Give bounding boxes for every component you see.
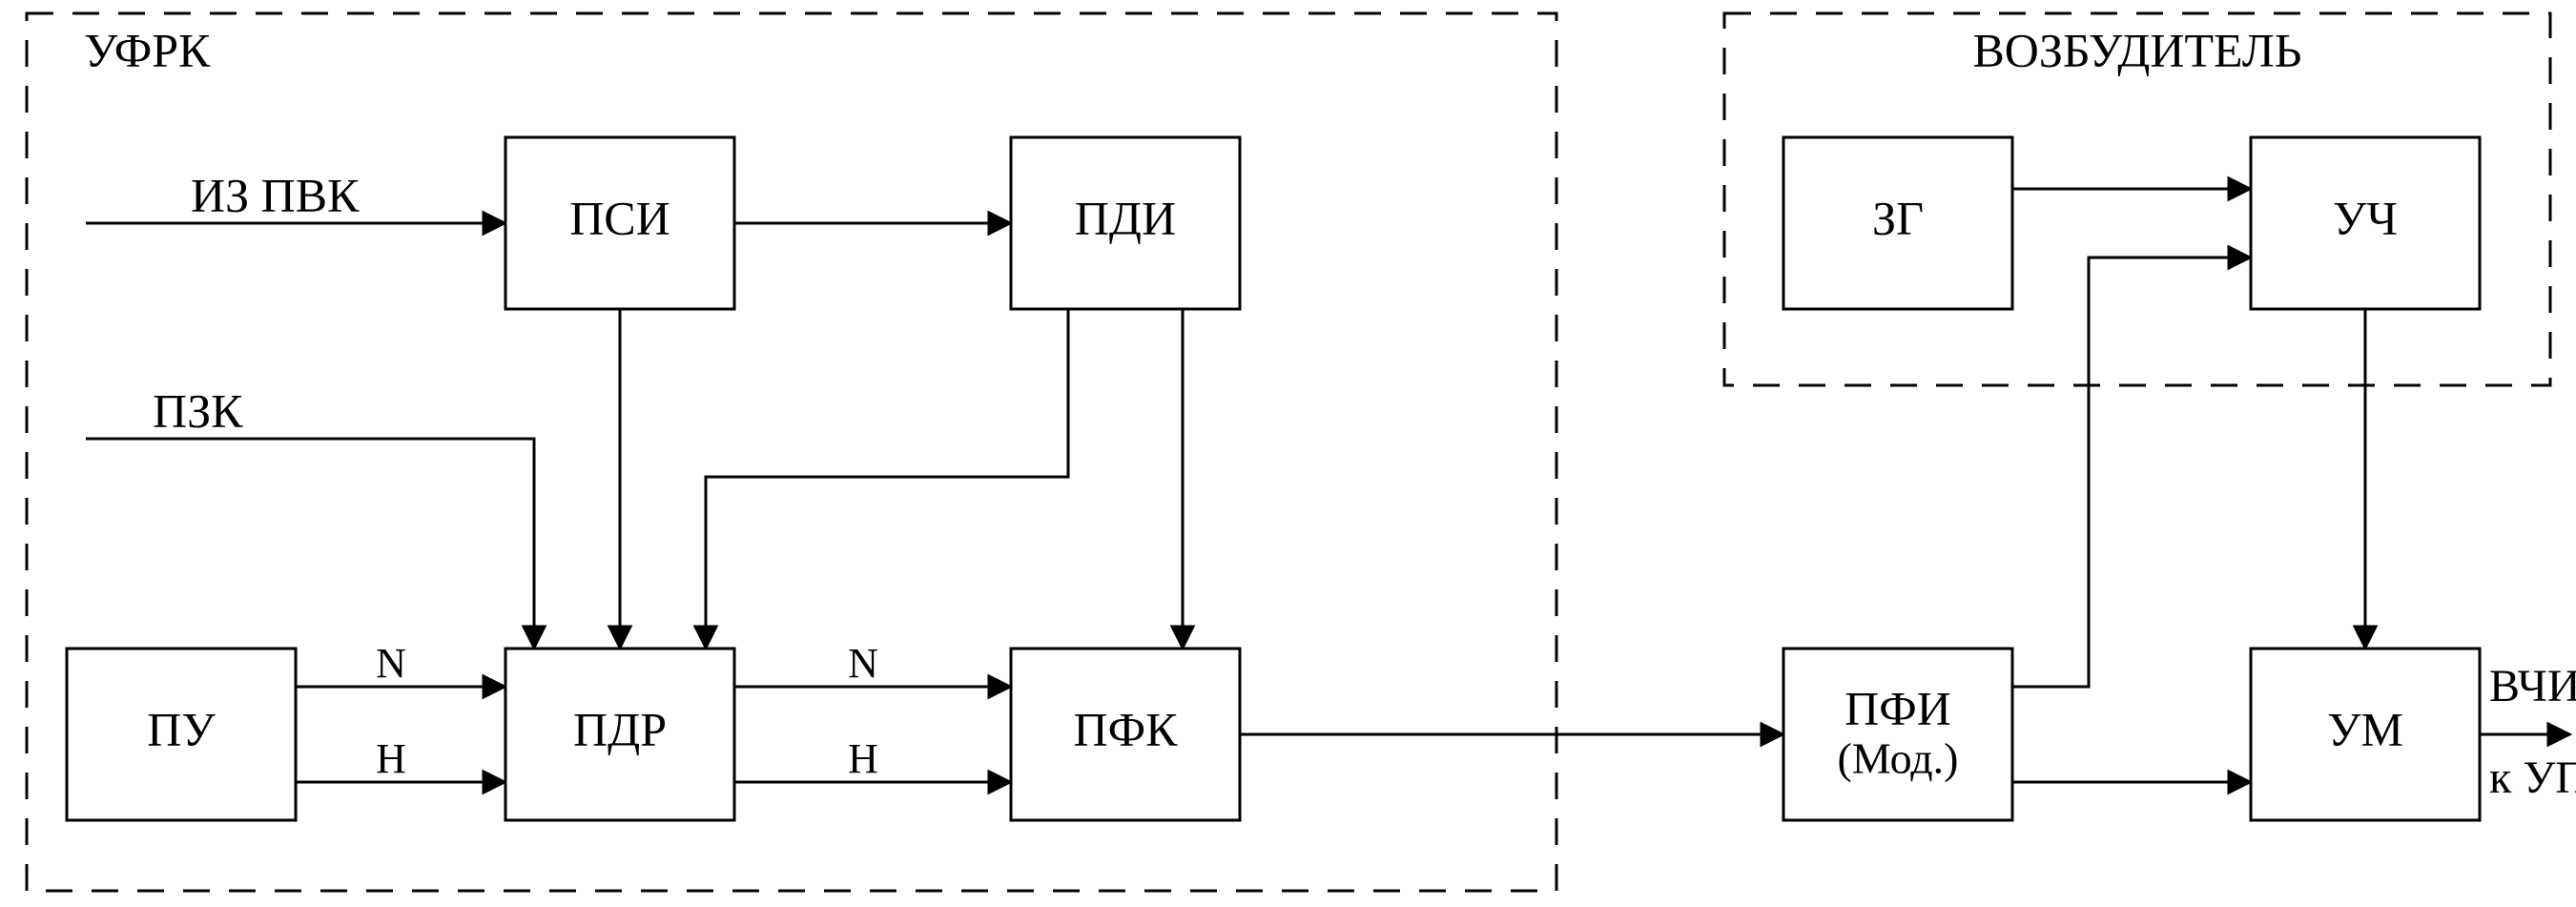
edge-pdi-pdr	[706, 309, 1068, 649]
node-label-psi: ПСИ	[569, 191, 670, 244]
edge-label-pdr-pfk-h: H	[848, 735, 878, 782]
edge-label-in-pvk-psi: ИЗ ПВК	[191, 168, 360, 221]
node-label-pdr: ПДР	[573, 702, 667, 755]
edge-label-in-pzk-pdr: ПЗК	[153, 383, 243, 437]
node-label-pfk: ПФК	[1074, 702, 1179, 755]
edge-label-pu-pdr-h: H	[376, 735, 406, 782]
group-title-ufrk: УФРК	[84, 23, 211, 76]
node-sublabel-pfi: (Мод.)	[1838, 734, 1959, 783]
node-label-pfi: ПФИ	[1844, 681, 1951, 734]
node-label-um: УМ	[2327, 702, 2403, 755]
edge-pfi-uch	[2012, 258, 2251, 687]
out-label-vchi: ВЧИ	[2489, 661, 2576, 711]
node-label-zg: ЗГ	[1872, 191, 1924, 244]
edge-label-pdr-pfk-n: N	[848, 640, 878, 687]
group-title-excit: ВОЗБУДИТЕЛЬ	[1972, 23, 2301, 76]
edge-label-pu-pdr-n: N	[376, 640, 406, 687]
edge-in-pzk-pdr	[86, 439, 534, 649]
node-label-pdi: ПДИ	[1075, 191, 1176, 244]
node-label-uch: УЧ	[2333, 191, 2398, 244]
node-label-pu: ПУ	[147, 702, 216, 755]
out-label-k_ups_ii: к УПС - II	[2489, 752, 2576, 803]
